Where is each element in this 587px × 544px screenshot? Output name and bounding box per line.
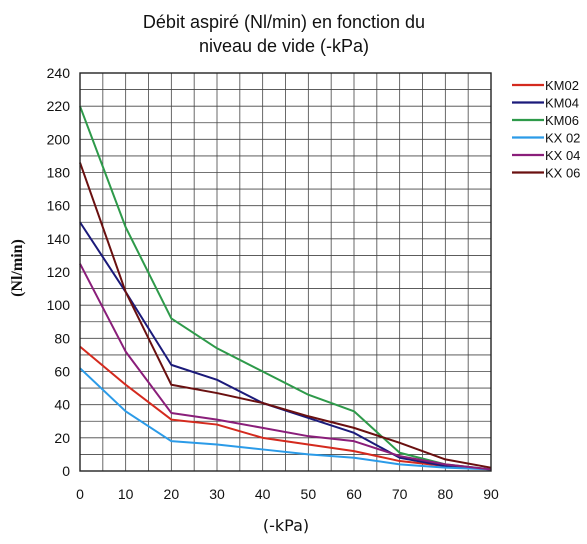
legend-label: KX 02 (545, 131, 580, 146)
x-tick-label: 70 (392, 486, 408, 502)
legend-label: KM04 (545, 96, 579, 111)
y-tick-label: 140 (47, 231, 71, 247)
x-tick-labels: 0 10 20 30 40 50 60 70 80 90 (76, 486, 499, 502)
y-tick-label: 240 (47, 65, 71, 81)
y-tick-label: 160 (47, 198, 71, 214)
series-line-kx06 (79, 162, 492, 469)
y-tick-label: 200 (47, 131, 71, 147)
x-tick-label: 0 (76, 486, 84, 502)
series-group (79, 105, 492, 471)
y-tick-label: 40 (54, 397, 70, 413)
y-tick-label: 100 (47, 297, 71, 313)
series-line-kx04 (79, 263, 492, 471)
y-tick-label: 220 (47, 98, 71, 114)
chart-title-line-1: Débit aspiré (Nl/min) en fonction du (143, 12, 425, 32)
y-axis-label: (Nl/min) (9, 239, 26, 297)
legend-label: KX 06 (545, 166, 580, 181)
legend-label: KM02 (545, 78, 579, 93)
grid (80, 73, 491, 471)
x-tick-label: 20 (164, 486, 180, 502)
x-tick-label: 30 (209, 486, 225, 502)
x-tick-label: 80 (438, 486, 454, 502)
series-line-kx02 (79, 367, 492, 471)
x-tick-label: 40 (255, 486, 271, 502)
legend-label: KM06 (545, 113, 579, 128)
x-tick-label: 90 (483, 486, 499, 502)
y-tick-labels: 0 20 40 60 80 100 120 140 160 180 200 220 240 (47, 65, 71, 479)
x-axis-label: (-kPa) (263, 516, 309, 535)
y-tick-label: 120 (47, 264, 71, 280)
y-tick-label: 80 (54, 330, 70, 346)
series-line-km02 (79, 345, 492, 471)
plot-frame (79, 72, 492, 472)
x-tick-label: 50 (301, 486, 317, 502)
x-tick-label: 10 (118, 486, 134, 502)
legend: KM02 KM04 KM06 KX 02 KX 04 KX 06 (512, 78, 580, 181)
y-tick-label: 60 (54, 364, 70, 380)
y-tick-label: 180 (47, 165, 71, 181)
legend-label: KX 04 (545, 148, 580, 163)
x-tick-label: 60 (346, 486, 362, 502)
series-line-km06 (79, 105, 492, 471)
y-tick-label: 0 (62, 463, 70, 479)
y-tick-label: 20 (54, 430, 70, 446)
chart-title-line-2: niveau de vide (-kPa) (199, 36, 369, 56)
